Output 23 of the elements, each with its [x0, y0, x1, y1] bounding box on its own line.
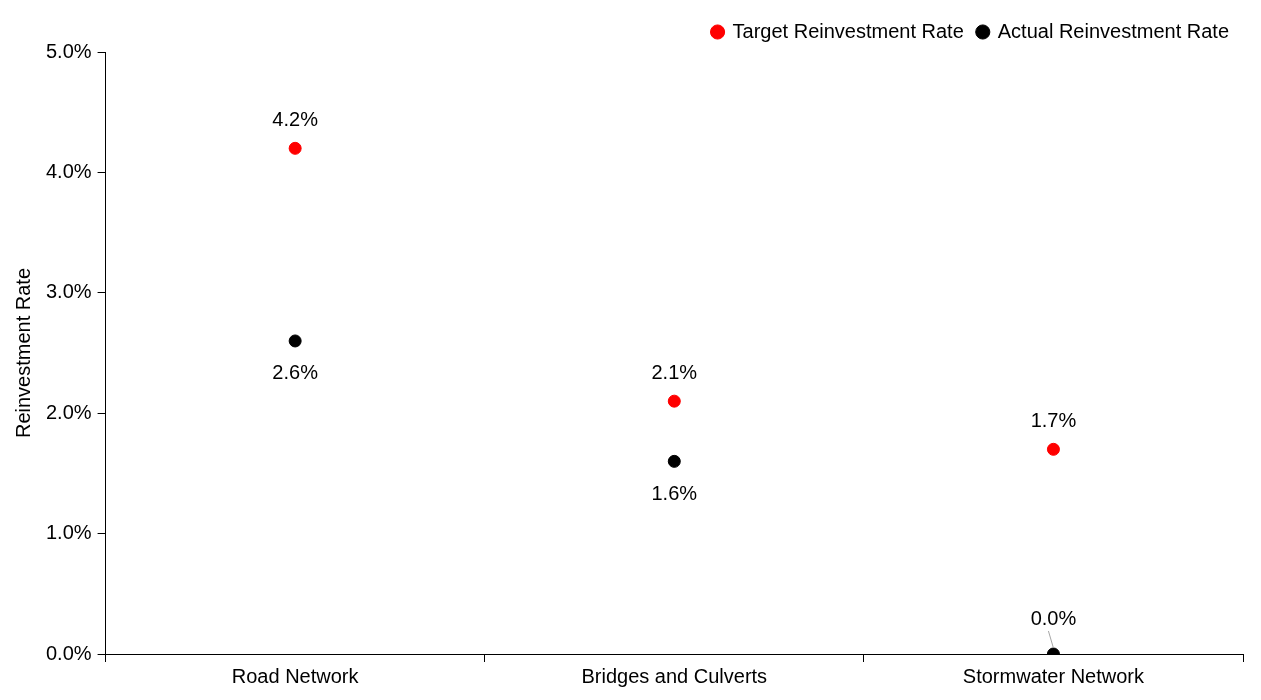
x-tick-label: Stormwater Network — [962, 664, 1146, 687]
data-label: 2.1% — [651, 360, 698, 383]
point — [667, 394, 681, 408]
legend-label: Target Reinvestment Rate — [732, 19, 964, 42]
y-tick-label: 4.0% — [45, 159, 92, 182]
data-label: 1.6% — [651, 481, 698, 504]
point — [667, 454, 681, 468]
legend-label: Actual Reinvestment Rate — [997, 19, 1230, 42]
y-axis-title: Reinvestment Rate — [11, 267, 34, 439]
y-tick-label: 1.0% — [45, 521, 92, 544]
data-label: 2.6% — [272, 361, 319, 384]
data-label: 1.7% — [1030, 408, 1077, 431]
point — [1046, 442, 1060, 456]
x-tick-label: Road Network — [231, 664, 360, 687]
y-tick-label: 2.0% — [45, 400, 92, 423]
data-label: 0.0% — [1030, 606, 1077, 629]
point — [288, 334, 302, 348]
y-tick-label: 0.0% — [45, 641, 92, 664]
point — [288, 141, 302, 155]
x-tick-label: Bridges and Culverts — [581, 664, 768, 687]
y-tick-label: 3.0% — [45, 280, 92, 303]
y-tick-label: 5.0% — [45, 39, 92, 62]
data-label: 4.2% — [272, 107, 319, 130]
